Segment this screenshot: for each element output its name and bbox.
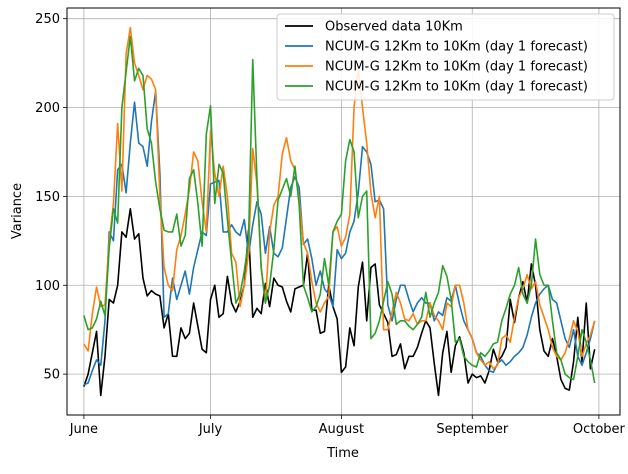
series-line-1 [83,90,596,386]
legend-label-2: NCUM-G 12Km to 10Km (day 1 forecast) [325,60,588,75]
y-tick-label: 150 [35,190,60,205]
legend-box [276,13,615,101]
legend-label-3: NCUM-G 12Km to 10Km (day 1 forecast) [325,80,588,95]
x-tick-label: October [573,422,626,437]
y-tick-label: 100 [35,279,60,294]
y-axis-label: Variance [10,183,25,239]
axis-ticks: June July August September October 50 100 150 20… [35,12,625,437]
plot-frame [66,7,621,416]
x-axis-label: Time [326,446,359,461]
legend-label-0: Observed data 10Km [325,20,463,35]
series-line-2 [83,26,596,370]
legend-label-1: NCUM-G 12Km to 10Km (day 1 forecast) [325,40,588,55]
series-line-0 [83,208,596,397]
legend: Observed data 10Km NCUM-G 12Km to 10Km (d… [276,13,615,101]
series-line-3 [83,35,596,384]
y-tick-label: 50 [43,368,60,383]
x-tick-label: June [69,422,98,437]
x-tick-label: August [319,422,365,437]
y-tick-label: 200 [35,101,60,116]
x-tick-label: July [198,422,223,437]
y-tick-label: 250 [35,12,60,27]
series-lines [83,26,596,397]
x-tick-label: September [436,422,509,437]
